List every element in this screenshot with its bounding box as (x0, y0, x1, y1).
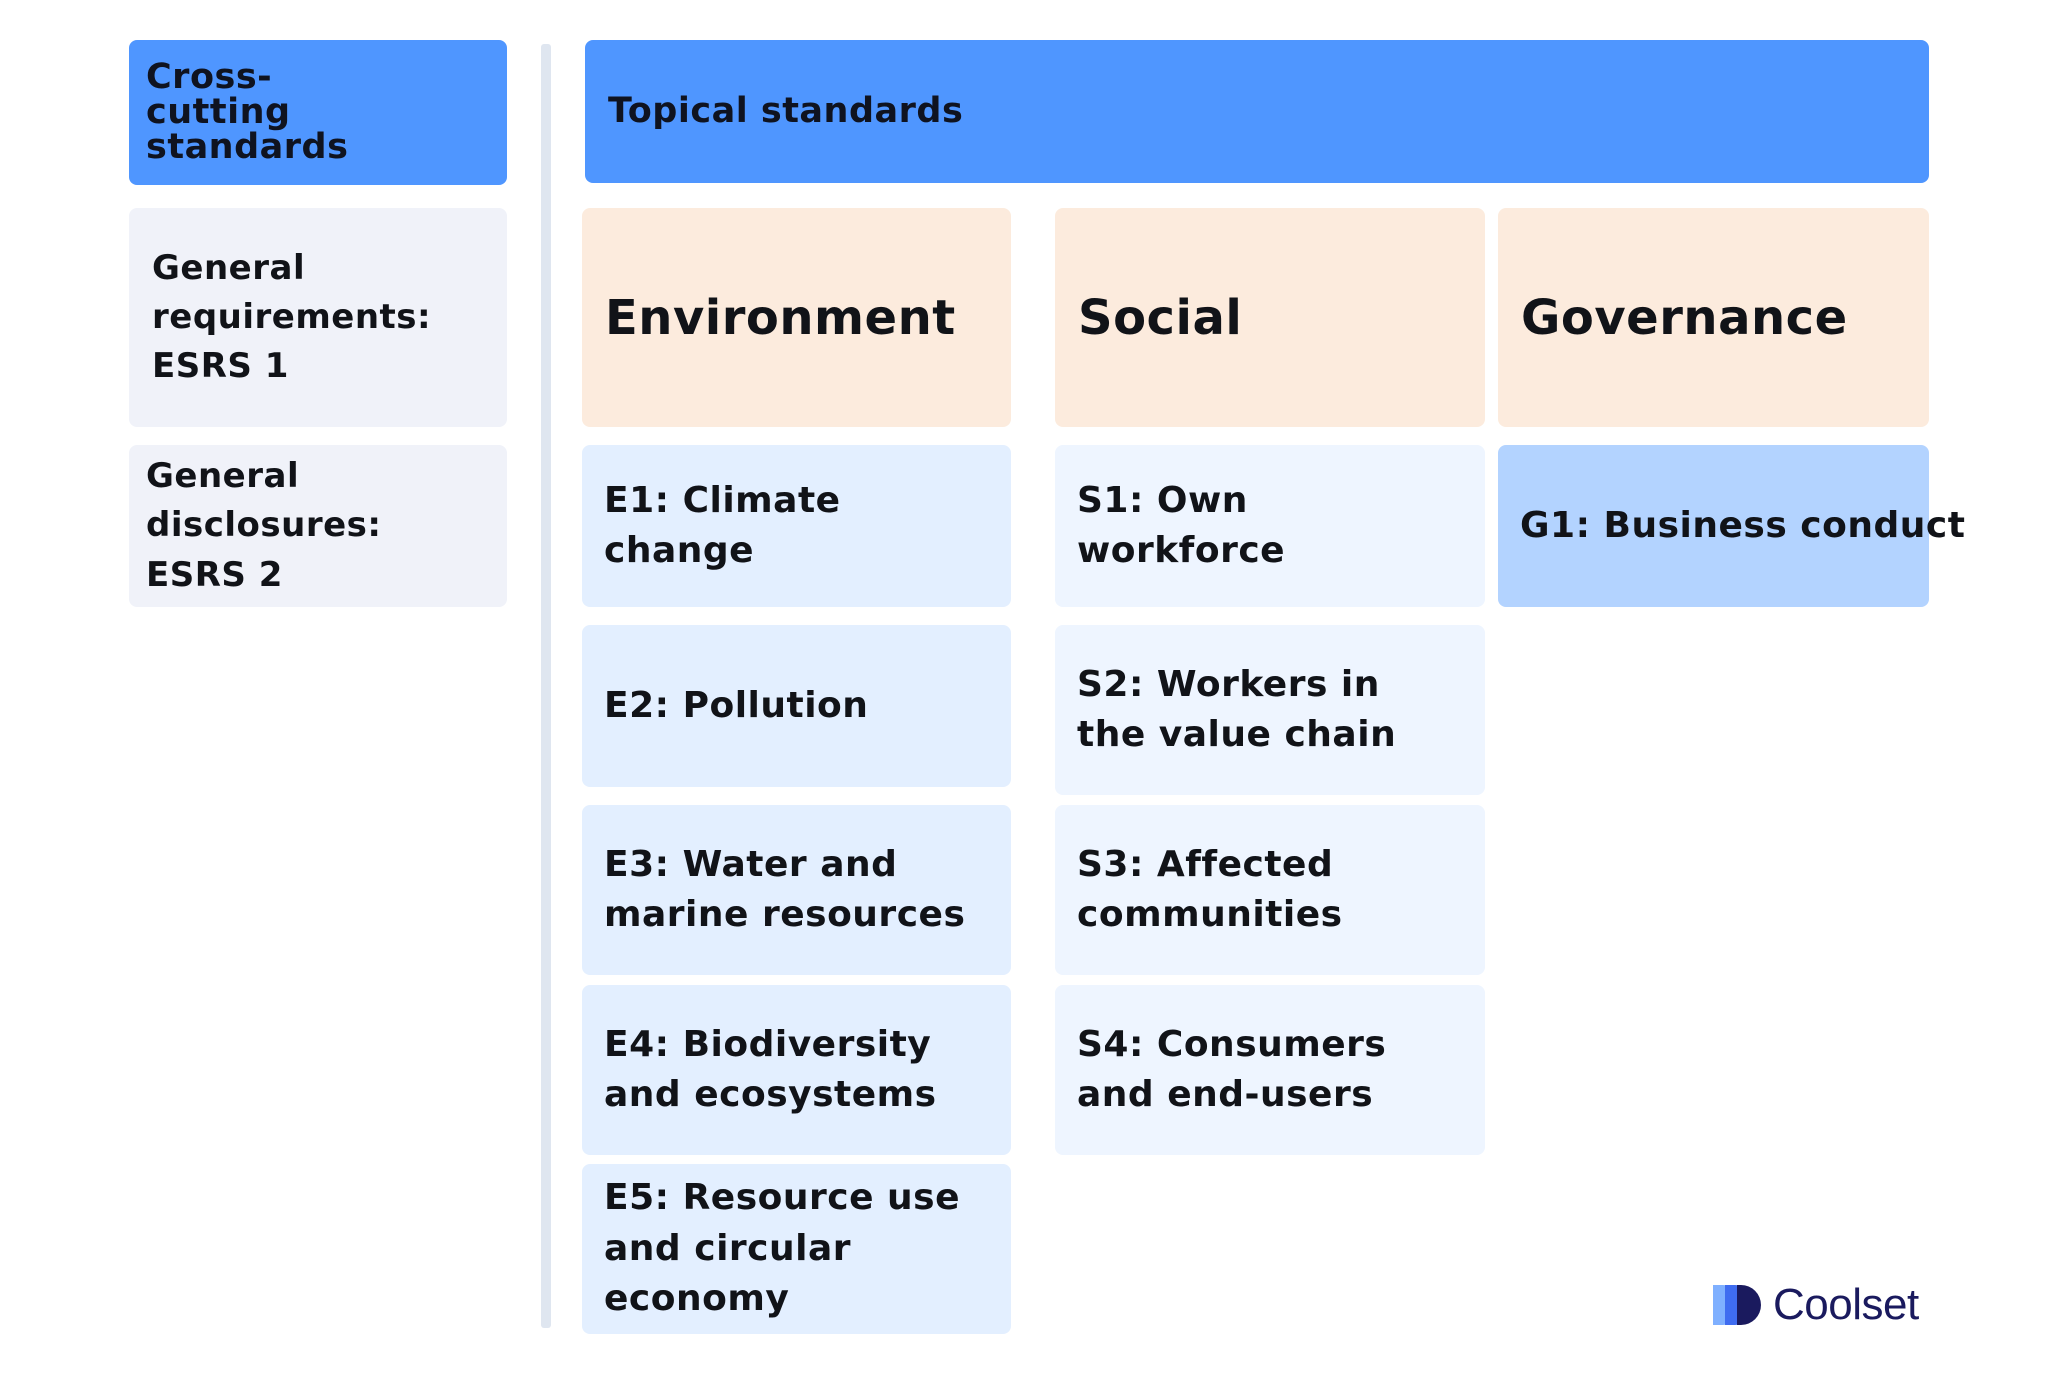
social-item-label: S3: Affected communities (1077, 843, 1343, 935)
environment-title: Environment (605, 289, 956, 346)
environment-item-e1: E1: Climate change (582, 445, 1011, 607)
environment-item-e3: E3: Water and marine resources (582, 805, 1011, 975)
environment-item-e4: E4: Biodiversity and ecosystems (582, 985, 1011, 1155)
general-requirements-box: General requirements: ESRS 1 (129, 208, 507, 427)
topical-header: Topical standards (585, 40, 1929, 183)
governance-item-label: G1: Business conduct (1520, 504, 1966, 546)
coolset-logo-text: Coolset (1773, 1280, 1919, 1329)
social-item-label: S1: Own workforce (1077, 479, 1286, 571)
environment-item-label: E5: Resource use and circular economy (604, 1177, 961, 1320)
governance-header: Governance (1498, 208, 1929, 427)
environment-item-label: E4: Biodiversity and ecosystems (604, 1023, 937, 1115)
cross-cutting-header-label: Cross-cutting standards (146, 57, 349, 167)
social-item-s4: S4: Consumers and end-users (1055, 985, 1485, 1155)
environment-item-e5: E5: Resource use and circular economy (582, 1164, 1011, 1334)
column-divider (541, 44, 551, 1328)
environment-item-label: E2: Pollution (604, 684, 869, 726)
topical-header-label: Topical standards (608, 91, 964, 131)
environment-header: Environment (582, 208, 1011, 427)
environment-item-label: E3: Water and marine resources (604, 843, 966, 935)
general-requirements-label: General requirements: ESRS 1 (152, 247, 432, 387)
coolset-logo-icon (1713, 1285, 1761, 1325)
coolset-logo: Coolset (1711, 1278, 1919, 1332)
social-item-s1: S1: Own workforce (1055, 445, 1485, 607)
social-title: Social (1078, 289, 1243, 346)
governance-item-g1: G1: Business conduct (1498, 445, 1965, 607)
environment-item-e2: E2: Pollution (582, 625, 1011, 787)
cross-cutting-header: Cross-cutting standards (129, 40, 507, 185)
social-item-s2: S2: Workers in the value chain (1055, 625, 1485, 795)
social-item-s3: S3: Affected communities (1055, 805, 1485, 975)
governance-title: Governance (1521, 289, 1848, 346)
general-disclosures-label: General disclosures: ESRS 2 (146, 456, 382, 595)
environment-item-label: E1: Climate change (604, 479, 841, 571)
social-item-label: S4: Consumers and end-users (1077, 1023, 1387, 1115)
social-header: Social (1055, 208, 1485, 427)
general-disclosures-box: General disclosures: ESRS 2 (129, 445, 507, 607)
social-item-label: S2: Workers in the value chain (1077, 663, 1397, 755)
